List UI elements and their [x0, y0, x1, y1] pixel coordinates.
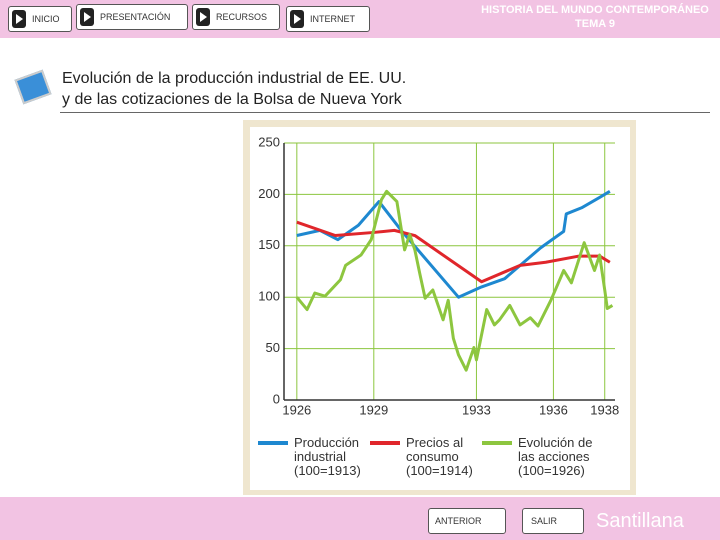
nav-button[interactable]: INICIO [8, 6, 72, 32]
y-tick-label: 200 [258, 186, 280, 201]
x-tick-label: 1938 [590, 402, 619, 417]
nav-button[interactable]: SALIR [522, 508, 584, 534]
x-tick-label: 1936 [539, 402, 568, 417]
y-tick-label: 0 [273, 391, 280, 406]
x-tick-label: 1929 [359, 402, 388, 417]
nav-label: PRESENTACIÓN [100, 12, 171, 22]
brand: Santillana [596, 510, 684, 532]
x-tick-label: 1933 [462, 402, 491, 417]
nav-button[interactable]: PRESENTACIÓN [76, 4, 188, 30]
line [296, 220, 611, 284]
y-tick-label: 100 [258, 289, 280, 304]
line [296, 190, 611, 299]
legend-label: Producción industrial (100=1913) [294, 435, 361, 478]
nav-label: ANTERIOR [435, 516, 482, 526]
line [295, 189, 614, 372]
y-tick-label: 50 [266, 340, 280, 355]
nav-label: INICIO [32, 14, 60, 24]
bottom-bar [0, 497, 720, 540]
nav-button[interactable]: RECURSOS [192, 4, 280, 30]
nav-button[interactable]: INTERNET [286, 6, 370, 32]
nav-button[interactable]: ANTERIOR [428, 508, 506, 534]
nav-label: SALIR [531, 516, 558, 526]
y-tick-label: 150 [258, 237, 280, 252]
legend-label: Precios al consumo (100=1914) [406, 435, 473, 478]
heading: Evolución de la producción industrial de… [62, 70, 407, 108]
header-title: HISTORIA DEL MUNDO CONTEMPORÁNEO TEMA 9 [481, 4, 709, 30]
nav-label: INTERNET [310, 14, 355, 24]
y-tick-label: 250 [258, 134, 280, 149]
legend-label: Evolución de las acciones (100=1926) [518, 435, 593, 478]
nav-label: RECURSOS [216, 12, 268, 22]
x-tick-label: 1926 [282, 402, 311, 417]
heading-rule [60, 112, 710, 113]
